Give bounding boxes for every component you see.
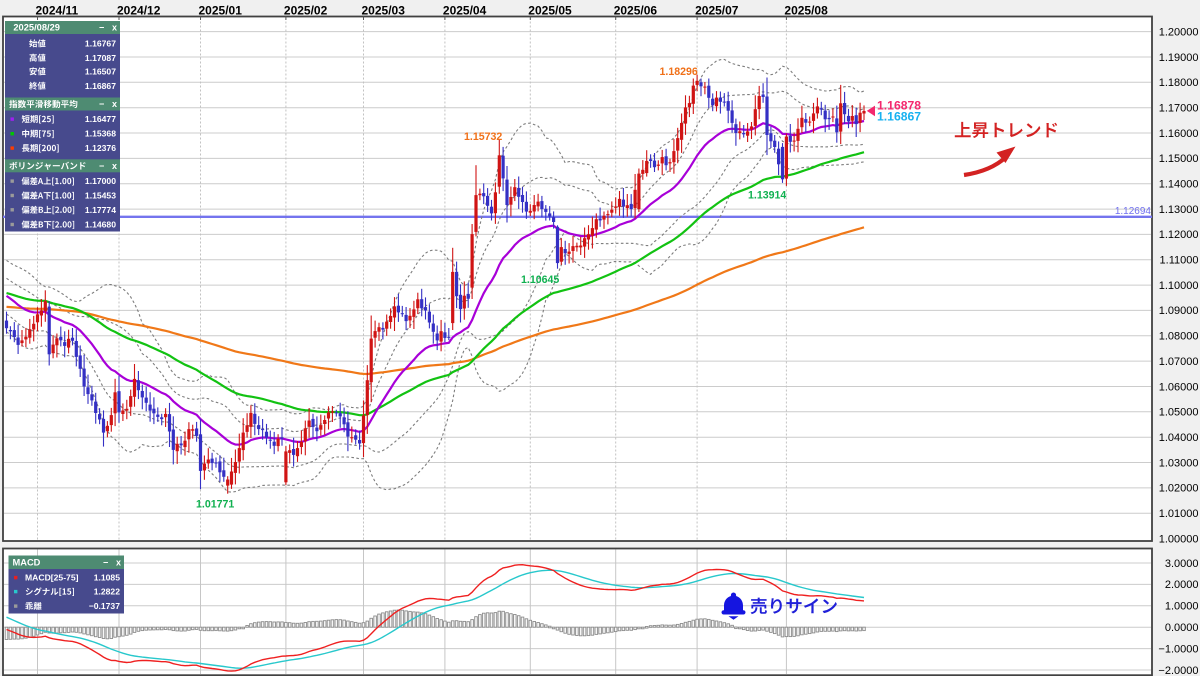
svg-text:−: − — [103, 558, 108, 568]
svg-text:1.0000: 1.0000 — [1165, 601, 1199, 613]
svg-text:1.15732: 1.15732 — [464, 131, 502, 143]
svg-text:1.04000: 1.04000 — [1159, 432, 1199, 444]
svg-text:1.20000: 1.20000 — [1159, 26, 1199, 38]
svg-text:1.14000: 1.14000 — [1159, 179, 1199, 191]
svg-text:1.02000: 1.02000 — [1159, 483, 1199, 495]
svg-text:x: x — [112, 99, 117, 109]
svg-text:1.18000: 1.18000 — [1159, 77, 1199, 89]
svg-text:−1.0000: −1.0000 — [1158, 643, 1198, 655]
svg-text:1.17000: 1.17000 — [1159, 103, 1199, 115]
svg-text:x: x — [112, 23, 117, 33]
svg-text:2025/07: 2025/07 — [695, 4, 739, 18]
svg-text:2025/08/29: 2025/08/29 — [13, 23, 60, 33]
svg-text:1.05000: 1.05000 — [1159, 407, 1199, 419]
svg-text:2025/02: 2025/02 — [284, 4, 328, 18]
svg-text:−: − — [99, 161, 104, 171]
svg-text:1.12694: 1.12694 — [1115, 206, 1152, 217]
svg-text:1.15368: 1.15368 — [85, 129, 116, 139]
svg-text:1.01771: 1.01771 — [196, 498, 234, 510]
svg-text:x: x — [112, 161, 117, 171]
svg-text:1.10000: 1.10000 — [1159, 280, 1199, 292]
svg-text:1.10645: 1.10645 — [521, 274, 559, 286]
svg-text:MACD[25-75]: MACD[25-75] — [25, 573, 79, 583]
svg-text:1.17087: 1.17087 — [85, 53, 116, 63]
svg-text:2025/06: 2025/06 — [614, 4, 658, 18]
svg-text:MACD: MACD — [13, 558, 41, 568]
svg-text:1.16867: 1.16867 — [85, 81, 116, 91]
svg-text:2025/03: 2025/03 — [362, 4, 406, 18]
svg-text:0.0000: 0.0000 — [1165, 622, 1199, 634]
svg-text:1.13000: 1.13000 — [1159, 204, 1199, 216]
svg-text:1.12000: 1.12000 — [1159, 229, 1199, 241]
svg-text:1.07000: 1.07000 — [1159, 356, 1199, 368]
svg-text:1.11000: 1.11000 — [1160, 255, 1199, 267]
svg-text:2.0000: 2.0000 — [1165, 579, 1199, 591]
svg-text:1.01000: 1.01000 — [1159, 508, 1199, 520]
svg-text:2024/11: 2024/11 — [36, 4, 79, 18]
svg-text:1.13914: 1.13914 — [748, 190, 786, 202]
svg-text:1.15453: 1.15453 — [85, 191, 116, 201]
svg-text:1.14680: 1.14680 — [85, 220, 116, 230]
svg-text:1.06000: 1.06000 — [1159, 381, 1199, 393]
svg-text:1.08000: 1.08000 — [1159, 331, 1199, 343]
svg-text:1.19000: 1.19000 — [1159, 52, 1199, 64]
svg-text:1.17774: 1.17774 — [85, 205, 116, 215]
svg-text:1.16767: 1.16767 — [85, 39, 116, 49]
svg-text:2025/05: 2025/05 — [528, 4, 572, 18]
svg-text:1.15000: 1.15000 — [1159, 153, 1199, 165]
svg-text:1.16477: 1.16477 — [85, 114, 116, 124]
svg-text:2025/01: 2025/01 — [199, 4, 243, 18]
svg-text:1.00000: 1.00000 — [1159, 533, 1199, 545]
svg-text:1.16000: 1.16000 — [1159, 128, 1199, 140]
svg-text:1.17000: 1.17000 — [85, 176, 116, 186]
svg-text:1.03000: 1.03000 — [1159, 457, 1199, 469]
svg-text:1.12376: 1.12376 — [85, 143, 116, 153]
svg-text:−2.0000: −2.0000 — [1158, 665, 1198, 676]
svg-text:1.09000: 1.09000 — [1159, 305, 1199, 317]
svg-text:1.16507: 1.16507 — [85, 67, 116, 77]
svg-text:−: − — [99, 23, 104, 33]
svg-text:1.1085: 1.1085 — [94, 573, 121, 583]
svg-text:2024/12: 2024/12 — [117, 4, 161, 18]
svg-text:1.2822: 1.2822 — [94, 587, 121, 597]
svg-text:1.18296: 1.18296 — [660, 66, 698, 78]
svg-text:1.16878: 1.16878 — [877, 98, 921, 112]
svg-text:3.0000: 3.0000 — [1165, 558, 1199, 570]
svg-text:1.16867: 1.16867 — [877, 110, 921, 124]
svg-text:x: x — [116, 558, 121, 568]
svg-text:2025/04: 2025/04 — [443, 4, 487, 18]
svg-text:−0.1737: −0.1737 — [89, 601, 121, 611]
svg-text:2025/08: 2025/08 — [784, 4, 828, 18]
svg-text:−: − — [99, 99, 104, 109]
